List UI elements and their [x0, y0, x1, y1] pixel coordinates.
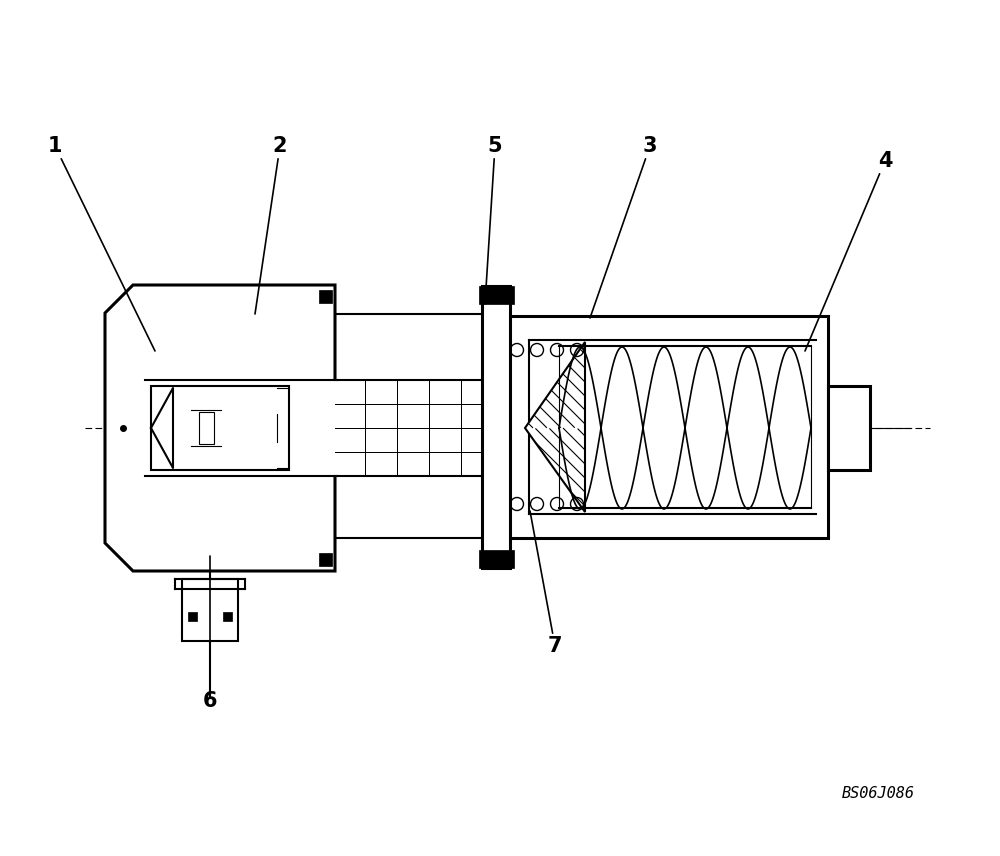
Bar: [529, 340, 816, 514]
Bar: [223, 612, 232, 621]
Bar: [319, 553, 332, 566]
Bar: [482, 286, 510, 568]
Polygon shape: [525, 342, 585, 512]
Bar: [319, 290, 332, 303]
Bar: [335, 380, 492, 476]
Text: 1: 1: [48, 136, 155, 351]
Text: 6: 6: [203, 556, 217, 711]
Bar: [145, 380, 337, 476]
Bar: [151, 386, 289, 470]
Text: 3: 3: [590, 136, 657, 318]
Text: 2: 2: [255, 136, 287, 314]
Text: 5: 5: [485, 136, 502, 304]
Bar: [182, 579, 238, 641]
Bar: [479, 550, 514, 568]
Text: 7: 7: [530, 511, 562, 656]
Bar: [828, 386, 870, 470]
Text: BS06J086: BS06J086: [842, 786, 915, 801]
Bar: [188, 612, 197, 621]
Bar: [199, 412, 214, 444]
Polygon shape: [151, 388, 173, 468]
Polygon shape: [105, 285, 335, 571]
Text: 4: 4: [805, 151, 892, 351]
Bar: [479, 286, 514, 304]
Bar: [335, 314, 492, 538]
Bar: [505, 316, 828, 538]
